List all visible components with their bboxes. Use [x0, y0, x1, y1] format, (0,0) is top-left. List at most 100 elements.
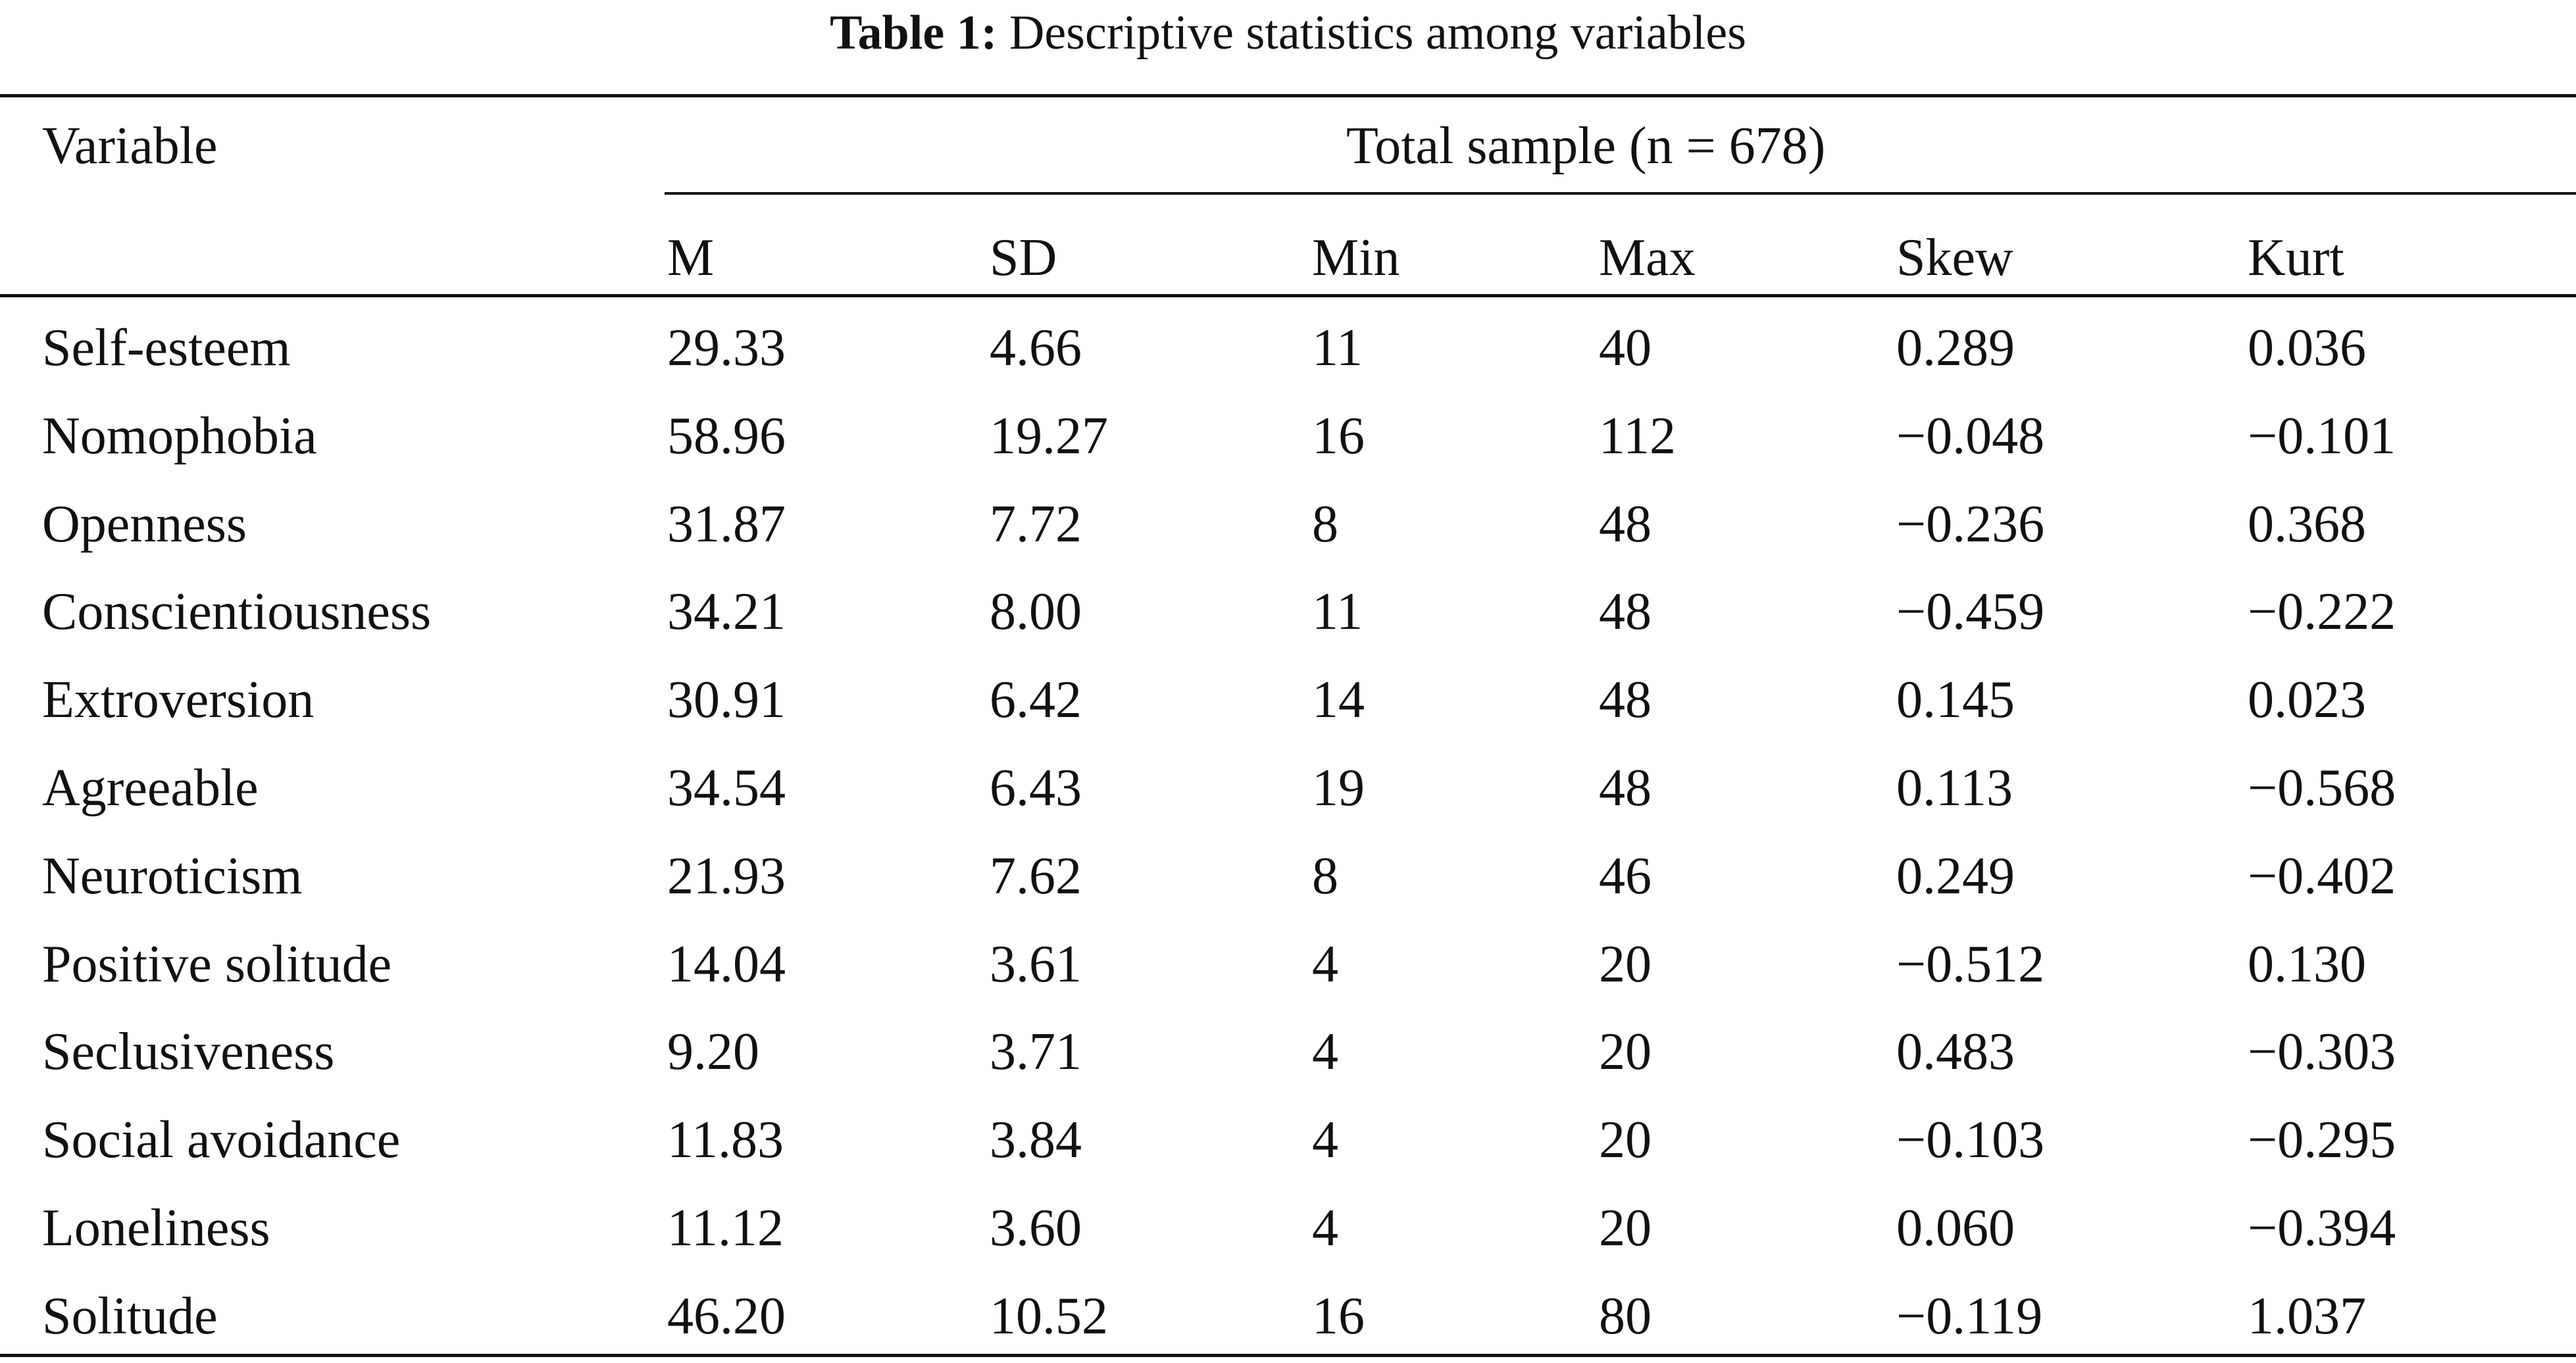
kurt-cell: −0.222	[2248, 583, 2396, 641]
skew-cell: −0.459	[1896, 583, 2045, 641]
m-cell: 14.04	[667, 935, 786, 993]
m-cell: 9.20	[667, 1023, 759, 1081]
max-cell: 48	[1599, 671, 1652, 730]
skew-cell: −0.048	[1896, 407, 2045, 465]
kurt-cell: 1.037	[2248, 1287, 2366, 1345]
m-cell: 11.83	[667, 1111, 784, 1170]
skew-cell: 0.483	[1896, 1023, 2015, 1081]
m-cell: 21.93	[667, 847, 786, 905]
sd-cell: 3.60	[990, 1199, 1082, 1257]
max-cell: 112	[1599, 407, 1677, 465]
max-cell: 48	[1599, 759, 1652, 817]
sd-cell: 19.27	[990, 407, 1108, 465]
min-cell: 4	[1312, 1199, 1338, 1257]
top-rule	[0, 94, 2576, 97]
table-row: Self-esteem 29.33 4.66 11 40 0.289 0.036	[0, 304, 2576, 392]
table-caption-text: Descriptive statistics among variables	[1009, 6, 1746, 60]
table-row: Solitude 46.20 10.52 16 80 −0.119 1.037	[0, 1272, 2576, 1360]
sd-cell: 3.71	[990, 1023, 1082, 1081]
sd-cell: 8.00	[990, 583, 1082, 641]
kurt-cell: −0.402	[2248, 847, 2396, 905]
table-row: Social avoidance 11.83 3.84 4 20 −0.103 −0.295	[0, 1096, 2576, 1184]
sd-cell: 4.66	[990, 319, 1082, 377]
min-cell: 8	[1312, 495, 1338, 553]
m-cell: 30.91	[667, 671, 786, 730]
max-cell: 46	[1599, 847, 1652, 905]
table-row: Agreeable 34.54 6.43 19 48 0.113 −0.568	[0, 744, 2576, 832]
kurt-cell: 0.368	[2248, 495, 2366, 553]
column-header-skew: Skew	[1896, 229, 2013, 287]
skew-cell: −0.103	[1896, 1111, 2045, 1170]
variable-cell: Openness	[42, 495, 247, 553]
skew-cell: 0.060	[1896, 1199, 2015, 1257]
max-cell: 48	[1599, 495, 1652, 553]
min-cell: 14	[1312, 671, 1365, 730]
variable-cell: Conscientiousness	[42, 583, 432, 641]
variable-cell: Loneliness	[42, 1199, 270, 1257]
column-header-kurt: Kurt	[2248, 229, 2344, 287]
skew-cell: 0.145	[1896, 671, 2015, 730]
max-cell: 48	[1599, 583, 1652, 641]
variable-cell: Self-esteem	[42, 319, 291, 377]
skew-cell: 0.249	[1896, 847, 2015, 905]
sd-cell: 3.61	[990, 935, 1082, 993]
column-header-m: M	[667, 229, 715, 287]
min-cell: 16	[1312, 407, 1365, 465]
kurt-cell: 0.130	[2248, 935, 2366, 993]
min-cell: 16	[1312, 1287, 1365, 1345]
variable-cell: Solitude	[42, 1287, 218, 1345]
table-row: Seclusiveness 9.20 3.71 4 20 0.483 −0.303	[0, 1008, 2576, 1096]
min-cell: 4	[1312, 935, 1338, 993]
sd-cell: 10.52	[990, 1287, 1108, 1345]
max-cell: 80	[1599, 1287, 1652, 1345]
variable-cell: Agreeable	[42, 759, 259, 817]
sd-cell: 3.84	[990, 1111, 1082, 1170]
m-cell: 34.21	[667, 583, 786, 641]
table-row: Positive solitude 14.04 3.61 4 20 −0.512 0.130	[0, 920, 2576, 1008]
kurt-cell: 0.036	[2248, 319, 2366, 377]
sd-cell: 6.43	[990, 759, 1082, 817]
min-cell: 11	[1312, 319, 1363, 377]
max-cell: 20	[1599, 1199, 1652, 1257]
variable-cell: Positive solitude	[42, 935, 392, 993]
skew-cell: 0.289	[1896, 319, 2015, 377]
table-row: Neuroticism 21.93 7.62 8 46 0.249 −0.402	[0, 832, 2576, 920]
max-cell: 40	[1599, 319, 1652, 377]
max-cell: 20	[1599, 1111, 1652, 1170]
skew-cell: −0.119	[1896, 1287, 2043, 1345]
min-cell: 19	[1312, 759, 1365, 817]
max-cell: 20	[1599, 1023, 1652, 1081]
table-row: Openness 31.87 7.72 8 48 −0.236 0.368	[0, 480, 2576, 568]
m-cell: 29.33	[667, 319, 786, 377]
table-caption-label: Table 1:	[830, 6, 998, 60]
variable-cell: Social avoidance	[42, 1111, 401, 1170]
total-sample-header: Total sample (n = 678)	[1346, 117, 1826, 175]
m-cell: 58.96	[667, 407, 786, 465]
m-cell: 34.54	[667, 759, 786, 817]
skew-cell: 0.113	[1896, 759, 2013, 817]
min-cell: 4	[1312, 1023, 1338, 1081]
sd-cell: 7.62	[990, 847, 1082, 905]
table-row: Extroversion 30.91 6.42 14 48 0.145 0.023	[0, 656, 2576, 744]
column-header-max: Max	[1599, 229, 1696, 287]
table-row: Conscientiousness 34.21 8.00 11 48 −0.459 −0.2…	[0, 568, 2576, 656]
table-caption: Table 1: Descriptive statistics among va…	[0, 0, 2576, 72]
m-cell: 31.87	[667, 495, 786, 553]
table-row: Loneliness 11.12 3.60 4 20 0.060 −0.394	[0, 1184, 2576, 1272]
min-cell: 4	[1312, 1111, 1338, 1170]
variable-cell: Seclusiveness	[42, 1023, 335, 1081]
m-cell: 46.20	[667, 1287, 786, 1345]
sd-cell: 6.42	[990, 671, 1082, 730]
variable-cell: Neuroticism	[42, 847, 303, 905]
variable-cell: Extroversion	[42, 671, 315, 730]
m-cell: 11.12	[667, 1199, 784, 1257]
variable-column-header: Variable	[42, 117, 218, 175]
min-cell: 8	[1312, 847, 1338, 905]
sd-cell: 7.72	[990, 495, 1082, 553]
kurt-cell: −0.568	[2248, 759, 2396, 817]
kurt-cell: −0.303	[2248, 1023, 2396, 1081]
table-row: Nomophobia 58.96 19.27 16 112 −0.048 −0.101	[0, 392, 2576, 480]
kurt-cell: −0.394	[2248, 1199, 2396, 1257]
bottom-rule	[0, 1354, 2576, 1357]
min-cell: 11	[1312, 583, 1363, 641]
